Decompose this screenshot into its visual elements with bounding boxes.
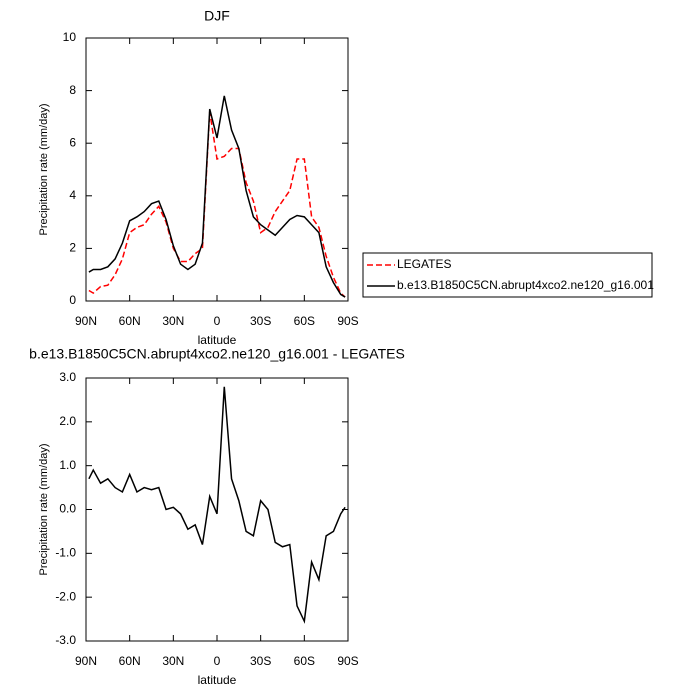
x-tick-label: 0 [214,654,221,668]
y-tick-label: 2.0 [59,414,76,428]
x-tick-label: 90S [337,314,358,328]
data-line [88,386,346,624]
legend-box [362,252,653,298]
y-axis-label: Precipitation rate (mm/day) [38,103,50,235]
y-tick-label: 4 [69,188,76,202]
x-tick-label: 30N [162,314,184,328]
y-tick-label: 3.0 [59,370,76,384]
y-tick-label: 0.0 [59,502,76,516]
x-tick-label: 60N [119,314,141,328]
x-tick-label: 60S [294,314,315,328]
chart-title: DJF [204,8,230,24]
chart-title: b.e13.B1850C5CN.abrupt4xco2.ne120_g16.00… [29,346,405,362]
x-tick-label: 60S [294,654,315,668]
y-tick-label: 0 [69,293,76,307]
y-tick-label: 2 [69,241,76,255]
plot-frame [85,37,349,302]
data-line [88,95,346,298]
x-axis-label: latitude [198,673,237,687]
y-tick-label: 10 [63,30,77,44]
x-tick-label: 30S [250,654,271,668]
y-tick-label: 1.0 [59,458,76,472]
x-axis-label: latitude [198,333,237,347]
y-tick-label: -1.0 [55,546,76,560]
x-tick-label: 30S [250,314,271,328]
x-tick-label: 90N [75,654,97,668]
x-tick-label: 90N [75,314,97,328]
x-tick-label: 0 [214,314,221,328]
x-tick-label: 60N [119,654,141,668]
x-tick-label: 30N [162,654,184,668]
legend-label: LEGATES [397,257,451,271]
y-tick-label: -2.0 [55,589,76,603]
y-tick-label: 8 [69,83,76,97]
y-axis-label: Precipitation rate (mm/day) [38,443,50,575]
legend-label: b.e13.B1850C5CN.abrupt4xco2.ne120_g16.00… [397,278,654,292]
data-line [88,111,346,298]
x-tick-label: 90S [337,654,358,668]
y-tick-label: 6 [69,135,76,149]
y-tick-label: -3.0 [55,633,76,647]
